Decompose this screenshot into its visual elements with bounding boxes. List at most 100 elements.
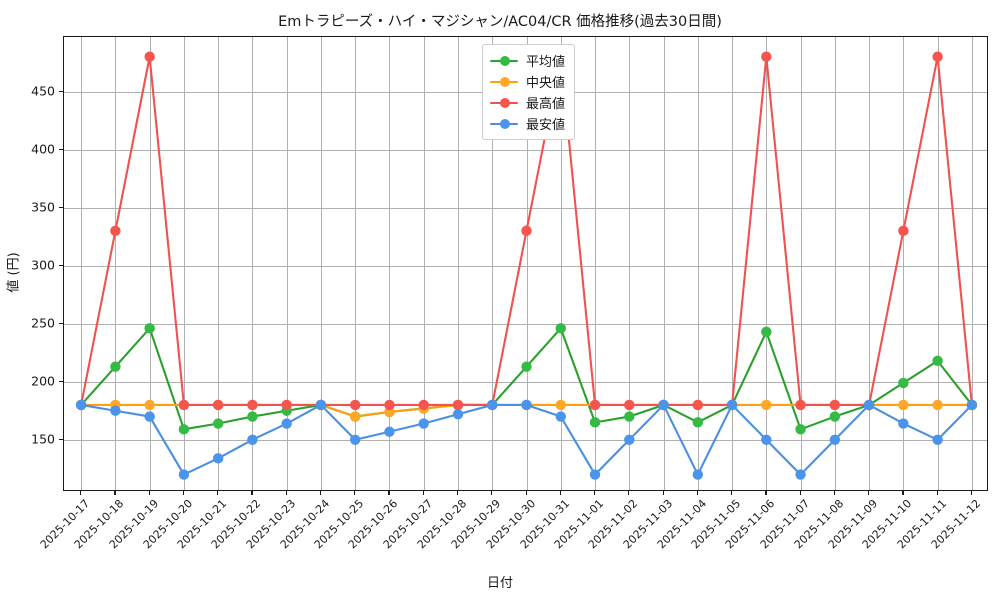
gridline-vertical bbox=[115, 37, 117, 490]
gridline-vertical bbox=[937, 37, 939, 490]
x-axis-tick-mark bbox=[902, 491, 904, 495]
data-point bbox=[350, 434, 361, 445]
data-point bbox=[144, 411, 155, 422]
data-point bbox=[898, 225, 909, 237]
x-axis-tick-mark bbox=[868, 491, 870, 495]
data-point bbox=[932, 51, 943, 62]
y-axis-tick-mark bbox=[59, 90, 63, 92]
x-axis-label: 日付 bbox=[486, 576, 513, 591]
gridline-vertical bbox=[457, 37, 459, 490]
x-axis-tick-mark bbox=[285, 491, 287, 495]
data-point bbox=[521, 399, 532, 411]
gridline-vertical bbox=[423, 37, 425, 490]
data-point bbox=[555, 411, 566, 422]
gridline-vertical bbox=[834, 37, 836, 490]
gridline-vertical bbox=[766, 37, 768, 490]
gridline-vertical bbox=[800, 37, 802, 490]
gridline-vertical bbox=[971, 37, 973, 490]
gridline-vertical bbox=[183, 37, 185, 490]
x-axis-tick-mark bbox=[251, 491, 253, 495]
data-point bbox=[829, 411, 841, 422]
legend-item-4[interactable]: 最安値 bbox=[490, 113, 565, 134]
gridline-horizontal bbox=[64, 381, 987, 383]
data-point bbox=[178, 399, 190, 411]
data-point bbox=[624, 399, 635, 411]
data-point bbox=[589, 417, 601, 428]
gridline-vertical bbox=[355, 37, 357, 490]
y-axis-tick-mark bbox=[59, 380, 63, 382]
x-axis-tick-mark bbox=[525, 491, 527, 495]
legend-item-3[interactable]: 最高値 bbox=[490, 92, 565, 113]
x-axis-tick-mark bbox=[388, 491, 390, 495]
x-axis-tick-mark bbox=[217, 491, 219, 495]
data-point bbox=[350, 411, 361, 422]
data-point bbox=[452, 399, 464, 411]
gridline-vertical bbox=[697, 37, 699, 490]
data-point bbox=[350, 399, 361, 411]
plot-area bbox=[63, 36, 988, 491]
gridline-vertical bbox=[629, 37, 631, 490]
y-axis-tick-mark bbox=[59, 322, 63, 324]
x-axis-tick-mark bbox=[491, 491, 493, 495]
data-point bbox=[212, 399, 224, 411]
x-axis-tick-mark bbox=[833, 491, 836, 495]
data-point bbox=[692, 399, 703, 411]
gridline-horizontal bbox=[64, 323, 987, 325]
gridline-horizontal bbox=[64, 149, 987, 151]
y-axis-tick-mark bbox=[59, 264, 63, 266]
gridline-vertical bbox=[149, 37, 151, 490]
legend-item-1[interactable]: 平均値 bbox=[490, 50, 565, 71]
data-point bbox=[898, 418, 909, 429]
data-point bbox=[795, 424, 806, 435]
data-point bbox=[521, 361, 532, 372]
gridline-vertical bbox=[286, 37, 288, 490]
gridline-vertical bbox=[732, 37, 734, 490]
y-axis-tick-mark bbox=[59, 206, 63, 208]
series-1 bbox=[75, 323, 978, 435]
y-axis-tick-label: 400 bbox=[31, 141, 55, 157]
data-point bbox=[281, 418, 292, 429]
data-point bbox=[898, 377, 909, 389]
x-axis-tick-mark bbox=[662, 491, 664, 495]
data-point bbox=[829, 434, 841, 445]
data-point bbox=[761, 434, 772, 445]
data-point bbox=[898, 399, 909, 411]
data-point bbox=[144, 399, 155, 411]
data-point bbox=[247, 411, 258, 422]
gridline-vertical bbox=[869, 37, 871, 490]
gridline-vertical bbox=[560, 37, 562, 490]
gridline-horizontal bbox=[64, 265, 987, 267]
x-axis-tick-mark bbox=[354, 491, 356, 495]
data-point bbox=[144, 51, 155, 62]
data-point bbox=[761, 51, 772, 62]
data-point bbox=[315, 399, 327, 411]
legend-marker-icon bbox=[490, 76, 518, 88]
x-axis-tick-mark bbox=[765, 491, 767, 495]
gridline-vertical bbox=[526, 37, 528, 490]
data-point bbox=[110, 361, 121, 372]
data-point bbox=[658, 399, 669, 411]
x-axis-tick-mark bbox=[114, 491, 116, 495]
data-point bbox=[795, 469, 806, 480]
data-point bbox=[212, 418, 224, 429]
gridline-vertical bbox=[320, 37, 322, 490]
data-point bbox=[829, 399, 841, 411]
x-axis-tick-mark bbox=[696, 491, 698, 495]
data-point bbox=[487, 399, 498, 411]
x-axis-tick-mark bbox=[936, 491, 938, 495]
legend-item-2[interactable]: 中央値 bbox=[490, 71, 565, 92]
x-axis-tick-mark bbox=[799, 491, 801, 495]
y-axis-tick-mark bbox=[59, 438, 63, 440]
legend-marker-icon bbox=[490, 55, 518, 67]
legend-label: 最安値 bbox=[526, 118, 566, 133]
data-series-layer bbox=[75, 51, 978, 480]
data-point bbox=[863, 399, 875, 411]
gridline-horizontal bbox=[64, 207, 987, 209]
legend-label: 中央値 bbox=[526, 76, 566, 91]
data-point bbox=[692, 417, 703, 428]
data-point bbox=[795, 399, 806, 411]
data-point bbox=[110, 405, 121, 416]
x-axis-tick-mark bbox=[148, 491, 150, 495]
x-axis-tick-mark bbox=[456, 491, 459, 495]
